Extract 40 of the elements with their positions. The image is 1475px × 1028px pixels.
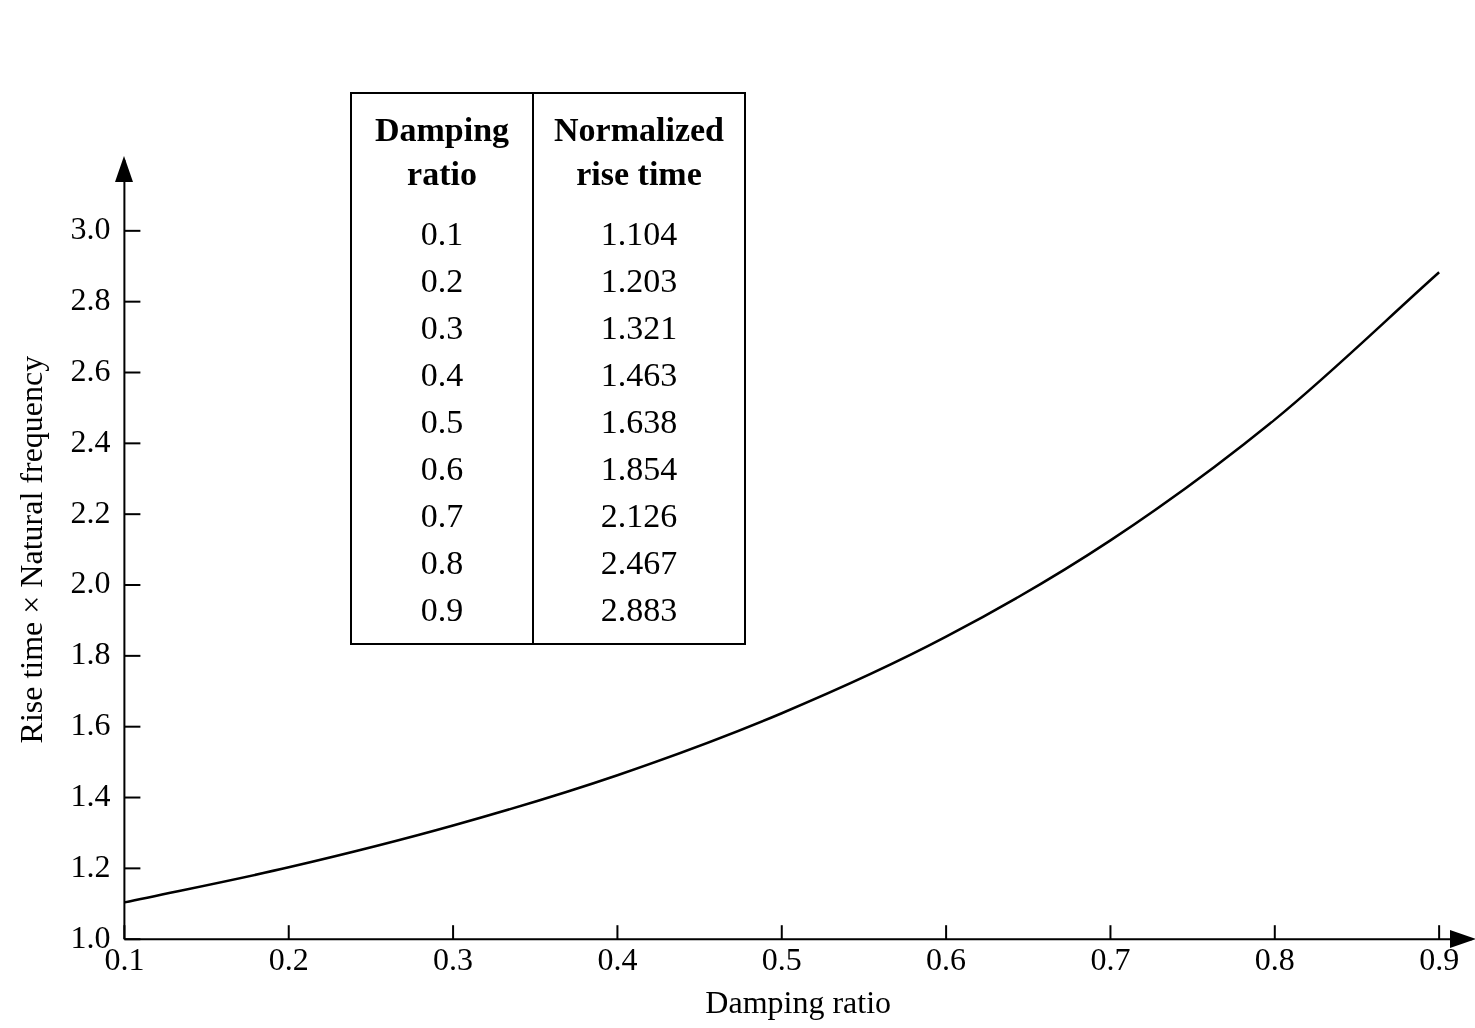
- x-tick-label: 0.7: [1090, 940, 1131, 977]
- y-tick-label: 1.8: [70, 635, 111, 672]
- y-tick-label: 2.8: [70, 281, 111, 318]
- x-tick-label: 0.5: [761, 940, 802, 977]
- x-tick-label: 0.3: [433, 940, 474, 977]
- y-tick-label: 1.6: [70, 706, 111, 743]
- annotation: 0.3: [351, 304, 533, 352]
- annotation: Normalized rise time: [553, 110, 725, 195]
- x-tick-label: 0.4: [597, 940, 638, 977]
- annotation: 0.9: [351, 586, 533, 645]
- annotation: 1.638: [599, 402, 679, 443]
- annotation: 0.8: [351, 539, 533, 587]
- annotation: 2.467: [599, 543, 679, 584]
- annotation: 1.104: [599, 214, 679, 255]
- y-tick-label: 2.4: [70, 422, 111, 459]
- annotation: 1.321: [599, 308, 679, 349]
- x-tick-label: 0.9: [1419, 940, 1460, 977]
- annotation: 2.126: [599, 496, 679, 537]
- y-tick-label: 2.6: [70, 351, 111, 388]
- annotation: 0.2: [351, 257, 533, 305]
- y-tick-label: 1.2: [70, 847, 111, 884]
- annotation: 0.4: [351, 351, 533, 399]
- annotation: 0.6: [351, 445, 533, 493]
- y-tick-label: 1.4: [70, 776, 111, 813]
- annotation: 1.854: [599, 449, 679, 490]
- annotation: 1.203: [599, 261, 679, 302]
- x-tick-label: 0.8: [1254, 940, 1295, 977]
- y-tick-label: 2.0: [70, 564, 111, 601]
- x-tick-label: 0.2: [268, 940, 309, 977]
- y-axis-title: Rise time × Natural frequency: [12, 355, 49, 744]
- x-axis-title: Damping ratio: [705, 984, 892, 1021]
- y-tick-label: 2.2: [70, 493, 111, 530]
- annotation: 1.463: [599, 355, 679, 396]
- annotation: 2.883: [599, 590, 679, 631]
- annotation: 0.5: [351, 398, 533, 446]
- y-tick-label: 3.0: [70, 210, 111, 247]
- annotation: 0.1: [351, 210, 533, 258]
- x-tick-label: 0.6: [926, 940, 967, 977]
- annotation: 0.7: [351, 492, 533, 540]
- annotation: Damping ratio: [351, 93, 533, 211]
